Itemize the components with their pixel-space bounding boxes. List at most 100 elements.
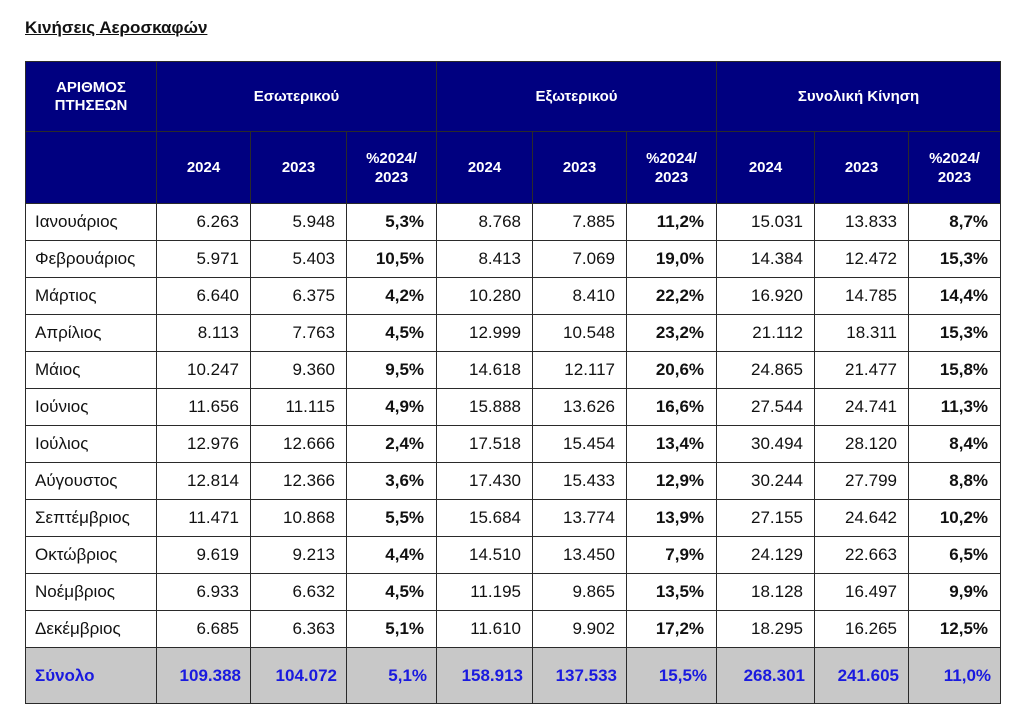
- total-2024-cell: 18.295: [716, 610, 816, 648]
- flights-table: ΑΡΙΘΜΟΣ ΠΤΗΣΕΩΝ Εσωτερικού Εξωτερικού Συ…: [25, 61, 1002, 704]
- group-international: Εξωτερικού: [436, 61, 718, 132]
- domestic-2024-cell: 11.471: [156, 499, 251, 537]
- table-row: Απρίλιος 8.113 7.763 4,5% 12.999 10.548 23,2% 2…: [25, 314, 1002, 352]
- month-cell: Ιούλιος: [25, 425, 157, 463]
- domestic-pct-cell: 5,1%: [345, 610, 438, 648]
- total-2023-cell: 16.497: [814, 573, 910, 611]
- month-cell: Φεβρουάριος: [25, 240, 157, 278]
- total-pct-cell: 12,5%: [908, 610, 1002, 648]
- domestic-2023-cell: 6.375: [250, 277, 347, 315]
- international-pct-cell: 7,9%: [626, 536, 718, 574]
- subheader-total-pct: %2024/2023: [908, 131, 1002, 204]
- total-2023-cell: 18.311: [814, 314, 910, 352]
- domestic-pct-cell: 10,5%: [345, 240, 438, 278]
- international-2024-cell: 8.768: [436, 203, 534, 241]
- table-row: Μάιος 10.247 9.360 9,5% 14.618 12.117 20,6% 24.…: [25, 351, 1002, 389]
- total-row: Σύνολο 109.388 104.072 5,1% 158.913 137.533 15…: [25, 647, 1002, 704]
- month-cell: Σύνολο: [25, 647, 157, 704]
- international-pct-cell: 23,2%: [626, 314, 718, 352]
- international-2023-cell: 13.626: [532, 388, 628, 426]
- subheader-total-2024: 2024: [716, 131, 816, 204]
- international-2024-cell: 11.195: [436, 573, 534, 611]
- total-pct-cell: 8,7%: [908, 203, 1002, 241]
- international-2023-cell: 9.902: [532, 610, 628, 648]
- domestic-pct-cell: 4,4%: [345, 536, 438, 574]
- table-row: Δεκέμβριος 6.685 6.363 5,1% 11.610 9.902 17,2%…: [25, 610, 1002, 648]
- international-pct-cell: 22,2%: [626, 277, 718, 315]
- total-pct-cell: 15,3%: [908, 240, 1002, 278]
- table-row: Μάρτιος 6.640 6.375 4,2% 10.280 8.410 22,2% 16.…: [25, 277, 1002, 315]
- international-2023-cell: 12.117: [532, 351, 628, 389]
- domestic-2024-cell: 6.933: [156, 573, 251, 611]
- month-cell: Ιανουάριος: [25, 203, 157, 241]
- international-2023-cell: 13.774: [532, 499, 628, 537]
- domestic-2024-cell: 11.656: [156, 388, 251, 426]
- table-row: Ιούνιος 11.656 11.115 4,9% 15.888 13.626 16,6%…: [25, 388, 1002, 426]
- international-pct-cell: 12,9%: [626, 462, 718, 500]
- international-2023-cell: 15.454: [532, 425, 628, 463]
- total-2024-cell: 15.031: [716, 203, 816, 241]
- month-cell: Ιούνιος: [25, 388, 157, 426]
- total-pct-cell: 14,4%: [908, 277, 1002, 315]
- group-total: Συνολική Κίνηση: [716, 61, 1002, 132]
- international-2023-cell: 9.865: [532, 573, 628, 611]
- domestic-pct-cell: 4,2%: [345, 277, 438, 315]
- domestic-2023-cell: 10.868: [250, 499, 347, 537]
- domestic-2024-cell: 5.971: [156, 240, 251, 278]
- subheader-international-2023: 2023: [532, 131, 628, 204]
- international-2023-cell: 7.885: [532, 203, 628, 241]
- total-2023-cell: 22.663: [814, 536, 910, 574]
- international-2024-cell: 12.999: [436, 314, 534, 352]
- domestic-2024-cell: 6.640: [156, 277, 251, 315]
- international-pct-cell: 13,5%: [626, 573, 718, 611]
- domestic-2023-cell: 12.666: [250, 425, 347, 463]
- month-cell: Αύγουστος: [25, 462, 157, 500]
- international-2024-cell: 15.888: [436, 388, 534, 426]
- subheader-total-2023: 2023: [814, 131, 910, 204]
- page-title: Κινήσεις Αεροσκαφών: [25, 18, 208, 37]
- domestic-2023-cell: 12.366: [250, 462, 347, 500]
- international-2024-cell: 17.430: [436, 462, 534, 500]
- table-row: Σεπτέμβριος 11.471 10.868 5,5% 15.684 13.774 1…: [25, 499, 1002, 537]
- domestic-pct-cell: 9,5%: [345, 351, 438, 389]
- domestic-2024-cell: 12.814: [156, 462, 251, 500]
- domestic-pct-cell: 5,3%: [345, 203, 438, 241]
- domestic-pct-cell: 4,5%: [345, 314, 438, 352]
- total-2024-cell: 268.301: [716, 647, 816, 704]
- international-2024-cell: 14.618: [436, 351, 534, 389]
- group-domestic: Εσωτερικού: [155, 61, 438, 132]
- domestic-pct-cell: 2,4%: [345, 425, 438, 463]
- total-pct-cell: 6,5%: [908, 536, 1002, 574]
- total-2024-cell: 27.155: [716, 499, 816, 537]
- domestic-2023-cell: 5.403: [250, 240, 347, 278]
- domestic-pct-cell: 5,1%: [345, 647, 438, 704]
- table-row: Οκτώβριος 9.619 9.213 4,4% 14.510 13.450 7,9% 2…: [25, 536, 1002, 574]
- international-2023-cell: 7.069: [532, 240, 628, 278]
- header-corner: ΑΡΙΘΜΟΣ ΠΤΗΣΕΩΝ: [25, 61, 157, 132]
- total-2023-cell: 13.833: [814, 203, 910, 241]
- international-2023-cell: 137.533: [532, 647, 628, 704]
- total-2024-cell: 30.494: [716, 425, 816, 463]
- month-cell: Σεπτέμβριος: [25, 499, 157, 537]
- total-2023-cell: 16.265: [814, 610, 910, 648]
- total-pct-cell: 15,8%: [908, 351, 1002, 389]
- subheader-domestic-pct: %2024/2023: [345, 131, 438, 204]
- total-2024-cell: 21.112: [716, 314, 816, 352]
- table-row: Ιούλιος 12.976 12.666 2,4% 17.518 15.454 13,4%…: [25, 425, 1002, 463]
- international-2023-cell: 10.548: [532, 314, 628, 352]
- total-2023-cell: 14.785: [814, 277, 910, 315]
- domestic-pct-cell: 3,6%: [345, 462, 438, 500]
- domestic-2024-cell: 12.976: [156, 425, 251, 463]
- international-2023-cell: 13.450: [532, 536, 628, 574]
- table-row: Φεβρουάριος 5.971 5.403 10,5% 8.413 7.069 19,0…: [25, 240, 1002, 278]
- corner-line-2: ΠΤΗΣΕΩΝ: [54, 96, 128, 114]
- international-2024-cell: 10.280: [436, 277, 534, 315]
- month-cell: Μάρτιος: [25, 277, 157, 315]
- total-2024-cell: 14.384: [716, 240, 816, 278]
- international-pct-cell: 13,9%: [626, 499, 718, 537]
- total-2024-cell: 16.920: [716, 277, 816, 315]
- subheader-international-pct: %2024/2023: [626, 131, 718, 204]
- total-pct-cell: 11,3%: [908, 388, 1002, 426]
- international-pct-cell: 19,0%: [626, 240, 718, 278]
- international-pct-cell: 16,6%: [626, 388, 718, 426]
